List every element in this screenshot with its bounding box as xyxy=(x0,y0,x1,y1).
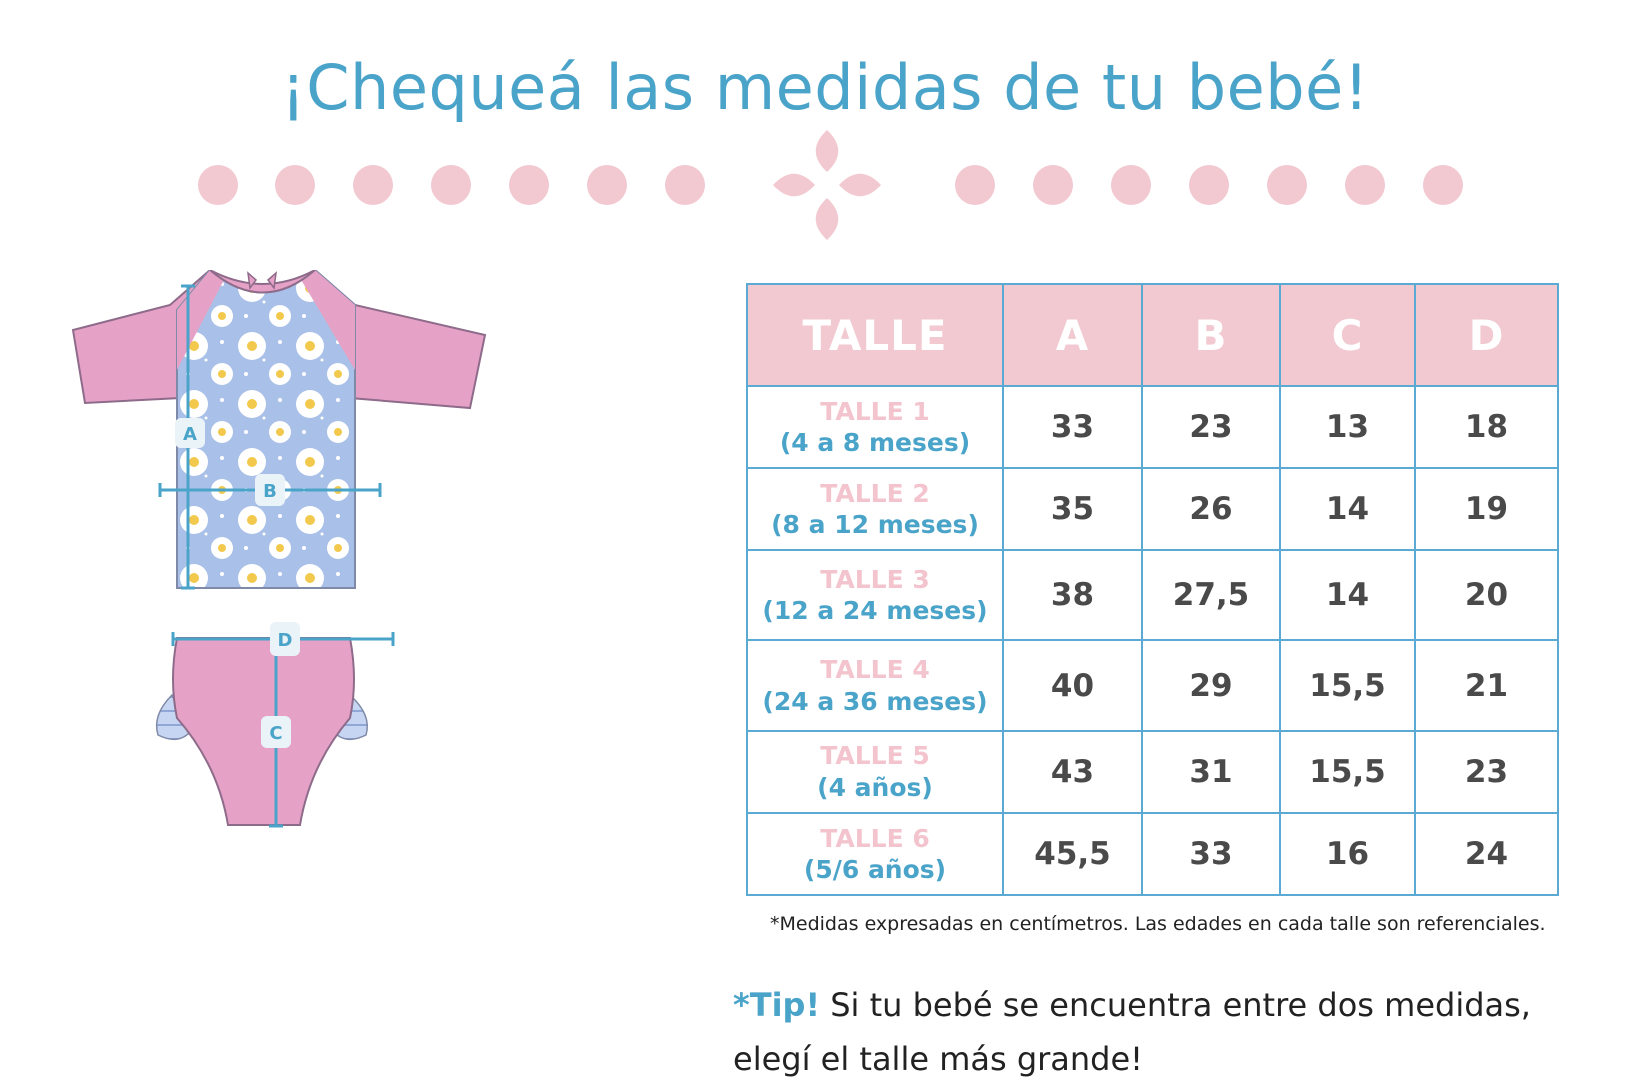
talle-cell: TALLE 4 (24 a 36 meses) xyxy=(746,639,1004,732)
talle-cell: TALLE 1 (4 a 8 meses) xyxy=(746,384,1004,470)
measure-label-d: D xyxy=(270,622,300,656)
divider-dot xyxy=(1189,165,1229,205)
divider-dot xyxy=(955,165,995,205)
header-b: B xyxy=(1141,283,1281,387)
measure-label-a: A xyxy=(175,418,205,448)
value-c: 16 xyxy=(1279,811,1416,897)
value-a: 38 xyxy=(1002,549,1143,642)
table-row: TALLE 2 (8 a 12 meses) 35 26 14 19 xyxy=(746,467,1559,552)
flower-icon xyxy=(773,130,881,240)
value-c: 13 xyxy=(1279,384,1416,470)
value-a: 35 xyxy=(1002,467,1143,552)
shirt-right-raglan xyxy=(300,270,355,370)
table-row: TALLE 1 (4 a 8 meses) 33 23 13 18 xyxy=(746,384,1559,470)
value-a: 43 xyxy=(1002,729,1143,814)
divider-dot xyxy=(275,165,315,205)
talle-name: TALLE 2 xyxy=(820,478,930,508)
tip-text: *Tip! Si tu bebé se encuentra entre dos … xyxy=(733,978,1613,1086)
measurement-footnote: *Medidas expresadas en centímetros. Las … xyxy=(770,913,1546,935)
divider-dot xyxy=(587,165,627,205)
talle-age: (5/6 años) xyxy=(803,854,947,884)
talle-name: TALLE 1 xyxy=(820,396,930,426)
talle-name: TALLE 3 xyxy=(820,565,930,595)
talle-age: (12 a 24 meses) xyxy=(762,596,988,626)
svg-text:B: B xyxy=(263,481,277,502)
bottom-left-ruffle xyxy=(155,693,191,741)
value-c: 15,5 xyxy=(1279,639,1416,732)
page-title: ¡Chequeá las medidas de tu bebé! xyxy=(280,51,1370,124)
size-table: TALLE A B C D TALLE 1 (4 a 8 meses) 33 2… xyxy=(746,283,1559,897)
talle-age: (24 a 36 meses) xyxy=(762,686,988,716)
table-row: TALLE 3 (12 a 24 meses) 38 27,5 14 20 xyxy=(746,549,1559,642)
divider-dot xyxy=(1267,165,1307,205)
table-row: TALLE 5 (4 años) 43 31 15,5 23 xyxy=(746,729,1559,814)
measure-label-b: B xyxy=(255,474,285,506)
value-a: 40 xyxy=(1002,639,1143,732)
value-c: 15,5 xyxy=(1279,729,1416,814)
shirt-collar xyxy=(209,270,316,294)
value-d: 21 xyxy=(1414,639,1559,732)
value-d: 19 xyxy=(1414,467,1559,552)
value-d: 18 xyxy=(1414,384,1559,470)
divider-dot xyxy=(1033,165,1073,205)
header-c: C xyxy=(1279,283,1416,387)
value-b: 31 xyxy=(1141,729,1281,814)
divider-dot xyxy=(353,165,393,205)
svg-text:D: D xyxy=(278,630,293,651)
header-a: A xyxy=(1002,283,1143,387)
rash-guard-shirt xyxy=(71,270,487,589)
table-row: TALLE 4 (24 a 36 meses) 40 29 15,5 21 xyxy=(746,639,1559,732)
bow-icon xyxy=(246,271,278,290)
value-b: 33 xyxy=(1141,811,1281,897)
talle-age: (4 a 8 meses) xyxy=(779,428,971,458)
measure-label-c: C xyxy=(261,716,291,748)
talle-cell: TALLE 2 (8 a 12 meses) xyxy=(746,467,1004,552)
value-d: 20 xyxy=(1414,549,1559,642)
tip-line-2: elegí el talle más grande! xyxy=(733,1040,1143,1078)
divider-dot xyxy=(1423,165,1463,205)
value-d: 23 xyxy=(1414,729,1559,814)
divider-dot xyxy=(431,165,471,205)
svg-text:C: C xyxy=(269,723,282,744)
talle-age: (8 a 12 meses) xyxy=(771,510,979,540)
value-b: 26 xyxy=(1141,467,1281,552)
talle-age: (4 años) xyxy=(817,772,933,802)
header-talle: TALLE xyxy=(746,283,1004,387)
talle-cell: TALLE 3 (12 a 24 meses) xyxy=(746,549,1004,642)
value-b: 29 xyxy=(1141,639,1281,732)
value-a: 45,5 xyxy=(1002,811,1143,897)
tip-line-1: Si tu bebé se encuentra entre dos medida… xyxy=(830,986,1531,1024)
table-header-row: TALLE A B C D xyxy=(746,283,1559,387)
value-c: 14 xyxy=(1279,549,1416,642)
header-d: D xyxy=(1414,283,1559,387)
value-c: 14 xyxy=(1279,467,1416,552)
talle-name: TALLE 4 xyxy=(820,655,930,685)
svg-text:A: A xyxy=(183,424,197,445)
divider-dot xyxy=(665,165,705,205)
value-b: 23 xyxy=(1141,384,1281,470)
divider-dot xyxy=(1111,165,1151,205)
tip-label: *Tip! xyxy=(733,986,821,1024)
value-b: 27,5 xyxy=(1141,549,1281,642)
divider-dot xyxy=(509,165,549,205)
value-a: 33 xyxy=(1002,384,1143,470)
divider-dot xyxy=(1345,165,1385,205)
dotted-divider xyxy=(198,130,1463,240)
talle-name: TALLE 5 xyxy=(820,741,930,771)
talle-name: TALLE 6 xyxy=(820,823,930,853)
value-d: 24 xyxy=(1414,811,1559,897)
talle-cell: TALLE 6 (5/6 años) xyxy=(746,811,1004,897)
table-row: TALLE 6 (5/6 años) 45,5 33 16 24 xyxy=(746,811,1559,897)
divider-dot xyxy=(198,165,238,205)
garment-illustration: A B C D xyxy=(71,270,487,828)
talle-cell: TALLE 5 (4 años) xyxy=(746,729,1004,814)
